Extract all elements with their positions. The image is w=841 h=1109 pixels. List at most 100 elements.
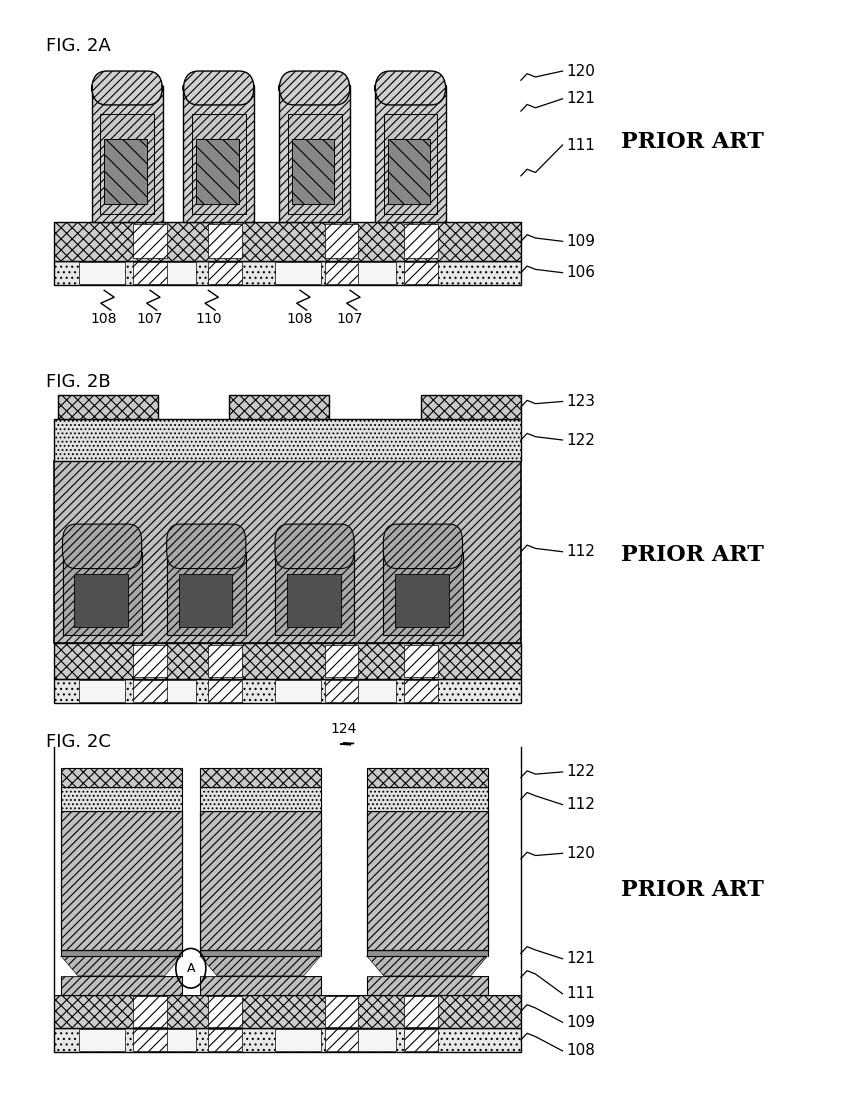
- Bar: [404, 1029, 437, 1051]
- Bar: [61, 769, 182, 786]
- Text: 109: 109: [566, 1015, 595, 1030]
- Bar: [61, 950, 182, 956]
- FancyBboxPatch shape: [183, 71, 254, 105]
- Bar: [325, 262, 358, 284]
- Text: 120: 120: [566, 63, 595, 79]
- FancyBboxPatch shape: [275, 525, 354, 569]
- Bar: [350, 680, 395, 702]
- Bar: [133, 262, 167, 284]
- Polygon shape: [304, 956, 320, 976]
- Bar: [54, 1028, 521, 1052]
- Text: PRIOR ART: PRIOR ART: [621, 879, 763, 902]
- Bar: [133, 996, 167, 1027]
- Bar: [200, 812, 320, 950]
- Text: 110: 110: [195, 313, 221, 326]
- Text: PRIOR ART: PRIOR ART: [621, 543, 763, 566]
- FancyBboxPatch shape: [62, 525, 141, 569]
- Bar: [79, 680, 125, 702]
- Text: 121: 121: [566, 91, 595, 106]
- Bar: [54, 222, 521, 261]
- Bar: [388, 139, 430, 204]
- Bar: [209, 644, 241, 676]
- Bar: [350, 1029, 395, 1051]
- Polygon shape: [61, 956, 182, 976]
- Bar: [209, 224, 241, 258]
- Bar: [325, 644, 358, 676]
- Bar: [229, 395, 329, 419]
- Text: 120: 120: [566, 846, 595, 861]
- Text: A: A: [187, 962, 195, 975]
- Bar: [54, 461, 521, 642]
- Bar: [54, 995, 521, 1028]
- Bar: [79, 1029, 125, 1051]
- Bar: [54, 261, 521, 285]
- Bar: [209, 680, 241, 702]
- Bar: [150, 680, 196, 702]
- Bar: [61, 812, 182, 950]
- Bar: [404, 224, 437, 258]
- Bar: [133, 1029, 167, 1051]
- Bar: [200, 950, 320, 956]
- FancyBboxPatch shape: [167, 525, 246, 569]
- Bar: [133, 224, 167, 258]
- Text: FIG. 2B: FIG. 2B: [45, 373, 110, 390]
- Bar: [209, 262, 241, 284]
- Text: 108: 108: [566, 1044, 595, 1058]
- Bar: [100, 114, 154, 214]
- Bar: [292, 139, 334, 204]
- Bar: [200, 769, 320, 786]
- Bar: [150, 262, 196, 284]
- Bar: [275, 1029, 320, 1051]
- Bar: [58, 395, 158, 419]
- Text: 123: 123: [566, 394, 595, 409]
- Polygon shape: [200, 956, 320, 976]
- Polygon shape: [200, 956, 217, 976]
- Bar: [404, 262, 437, 284]
- Text: 107: 107: [137, 313, 163, 326]
- Bar: [395, 574, 449, 628]
- Bar: [79, 262, 125, 284]
- Bar: [61, 786, 182, 812]
- Bar: [404, 644, 437, 676]
- Bar: [196, 139, 238, 204]
- Text: 111: 111: [566, 986, 595, 1001]
- Bar: [200, 976, 320, 995]
- Text: FIG. 2A: FIG. 2A: [45, 38, 110, 55]
- Bar: [150, 1029, 196, 1051]
- Bar: [62, 552, 141, 635]
- Bar: [133, 680, 167, 702]
- Bar: [183, 87, 254, 222]
- Bar: [54, 419, 521, 461]
- Bar: [192, 114, 246, 214]
- Bar: [92, 87, 162, 222]
- FancyBboxPatch shape: [375, 71, 446, 105]
- Bar: [383, 552, 463, 635]
- Text: 108: 108: [91, 313, 118, 326]
- Bar: [54, 642, 521, 679]
- Bar: [367, 786, 487, 812]
- Bar: [288, 114, 341, 214]
- Bar: [74, 574, 128, 628]
- Text: 106: 106: [566, 265, 595, 281]
- Bar: [200, 786, 320, 812]
- Text: PRIOR ART: PRIOR ART: [621, 131, 763, 153]
- Bar: [325, 1029, 358, 1051]
- Polygon shape: [165, 956, 182, 976]
- Text: 108: 108: [287, 313, 313, 326]
- Bar: [404, 680, 437, 702]
- Bar: [375, 87, 446, 222]
- Bar: [350, 262, 395, 284]
- Text: 109: 109: [566, 234, 595, 248]
- Polygon shape: [367, 956, 487, 976]
- FancyBboxPatch shape: [383, 525, 463, 569]
- Bar: [54, 679, 521, 703]
- Bar: [367, 950, 487, 956]
- Bar: [275, 680, 320, 702]
- Bar: [209, 1029, 241, 1051]
- Bar: [167, 552, 246, 635]
- Bar: [54, 747, 521, 995]
- Text: 122: 122: [566, 433, 595, 448]
- Polygon shape: [367, 956, 383, 976]
- Bar: [133, 644, 167, 676]
- Bar: [325, 224, 358, 258]
